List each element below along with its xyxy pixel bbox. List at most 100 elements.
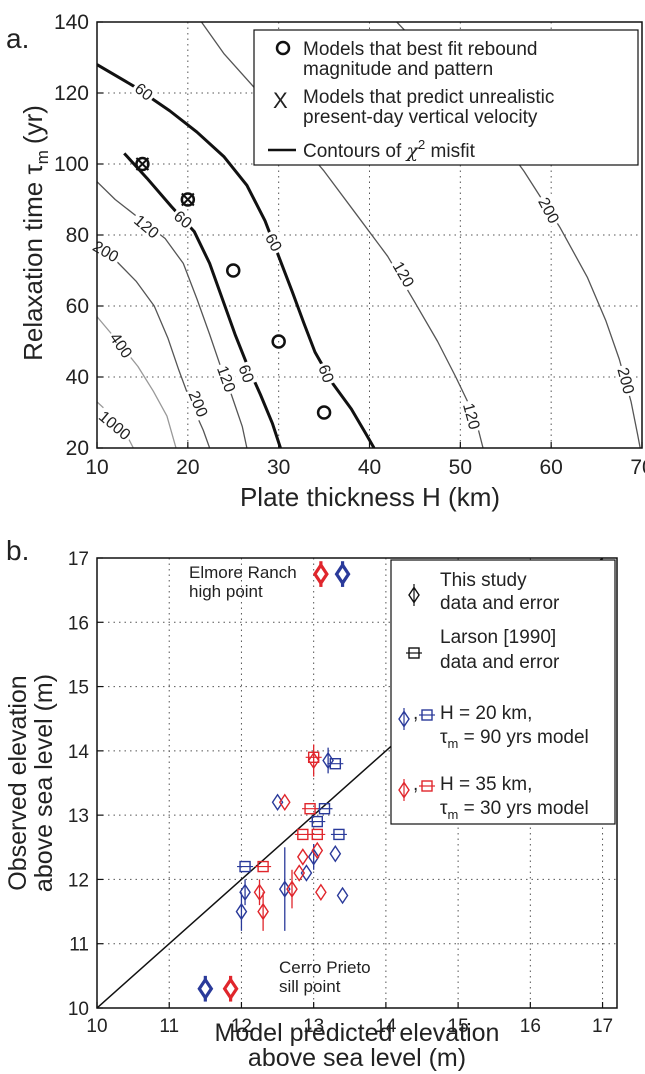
tick-label-y: 14 bbox=[68, 742, 90, 763]
panel-a-xlabel: Plate thickness H (km) bbox=[240, 482, 500, 512]
legend-red-comma: , bbox=[413, 774, 418, 795]
contour-label-bg bbox=[534, 192, 565, 229]
tick-label-x: 15 bbox=[448, 1016, 469, 1037]
panel-a-model-points bbox=[135, 156, 332, 420]
contour-label: 200 bbox=[613, 366, 636, 396]
tick-label-x: 14 bbox=[375, 1016, 397, 1037]
legend-blue-line2: τm = 90 yrs model bbox=[440, 727, 589, 751]
best-fit-model-circle bbox=[180, 192, 196, 207]
study-diamond-blue bbox=[235, 902, 248, 921]
legend-blue-diamond bbox=[398, 710, 410, 728]
legend-cross-line2: present-day vertical velocity bbox=[303, 107, 538, 128]
legend-larson-line1: Larson [1990] bbox=[440, 627, 556, 648]
tick-label-x: 17 bbox=[592, 1016, 613, 1037]
study-diamond-red bbox=[315, 883, 327, 902]
panel-b-data-points bbox=[197, 561, 351, 1002]
contour-label-bg bbox=[261, 228, 288, 257]
contour-label-bg bbox=[388, 256, 420, 292]
contour-line-200 bbox=[97, 241, 211, 448]
tick-label-x: 20 bbox=[176, 456, 199, 479]
annotation-elmore-line2: high point bbox=[189, 582, 263, 601]
study-diamond-blue bbox=[336, 886, 349, 905]
tick-label-x: 10 bbox=[85, 456, 108, 479]
contour-label: 60 bbox=[314, 363, 336, 386]
study-diamond-blue bbox=[329, 844, 342, 863]
tick-label-y: 15 bbox=[68, 678, 89, 699]
contour-label-bg bbox=[234, 360, 260, 387]
study-diamond-red bbox=[278, 793, 291, 812]
contour-label-group: 120 bbox=[459, 398, 485, 434]
contour-label-bg bbox=[130, 77, 159, 106]
tick-label-x: 12 bbox=[231, 1016, 252, 1037]
study-diamond-red bbox=[312, 562, 329, 586]
contour-label-group: 200 bbox=[613, 363, 640, 398]
study-diamond-blue bbox=[239, 883, 251, 902]
tick-label-y: 80 bbox=[66, 224, 89, 247]
panel-b-legend-symbols bbox=[398, 584, 435, 801]
contour-label-group: 60 bbox=[234, 360, 260, 387]
contour-label: 120 bbox=[213, 364, 238, 395]
best-fit-model-circle bbox=[226, 263, 241, 278]
legend-this-study-line2: data and error bbox=[440, 593, 560, 614]
legend-circle-line2: magnitude and pattern bbox=[303, 59, 493, 80]
tick-label-y: 13 bbox=[68, 806, 89, 827]
study-diamond-blue bbox=[322, 751, 334, 770]
study-diamond-red bbox=[222, 976, 239, 1001]
study-diamond-red bbox=[296, 848, 309, 866]
contour-line-60 bbox=[97, 63, 376, 448]
panel-a-ylabel: Relaxation time τm(yr) bbox=[18, 105, 52, 361]
legend-circle-marker bbox=[275, 40, 291, 56]
contour-label-bg bbox=[94, 405, 137, 445]
study-diamond-blue bbox=[197, 976, 214, 1001]
legend-cross-line1: Models that predict unrealistic bbox=[303, 87, 554, 108]
panel-b-ylabel-line1: Observed elevation bbox=[4, 675, 32, 890]
tick-label-y: 16 bbox=[68, 613, 89, 634]
tick-label-x: 13 bbox=[303, 1016, 324, 1037]
legend-blue-comma: , bbox=[413, 703, 418, 724]
tick-label-x: 10 bbox=[86, 1016, 107, 1037]
tick-label-y: 12 bbox=[68, 870, 89, 891]
legend-circle-line1: Models that best fit rebound bbox=[303, 39, 537, 60]
panel-b-xlabel-line1: Model predicted elevation bbox=[215, 1019, 500, 1047]
tick-label-x: 40 bbox=[358, 456, 381, 479]
tick-label-y: 20 bbox=[66, 437, 89, 460]
best-fit-model-circle bbox=[135, 156, 150, 172]
tick-label-y: 17 bbox=[68, 549, 89, 570]
tick-label-x: 50 bbox=[449, 456, 472, 479]
tick-label-y: 10 bbox=[68, 999, 89, 1020]
legend-red-line1: H = 35 km, bbox=[440, 774, 532, 795]
unrealistic-model-cross bbox=[181, 192, 195, 207]
contour-label-group: 1000 bbox=[94, 405, 137, 445]
study-diamond-red bbox=[286, 880, 298, 898]
contour-label-group: 200 bbox=[184, 385, 213, 422]
legend-this-study-diamond bbox=[408, 586, 420, 604]
study-diamond-blue bbox=[300, 864, 313, 882]
contour-label: 60 bbox=[261, 231, 284, 255]
best-fit-model-circle bbox=[316, 405, 332, 420]
unrealistic-model-cross bbox=[135, 157, 150, 171]
tick-label-x: 30 bbox=[267, 456, 290, 479]
panel-b-grid bbox=[97, 558, 617, 1008]
contour-label-bg bbox=[613, 363, 640, 398]
legend-line-label: Contours of χ2 misfit bbox=[303, 137, 476, 162]
study-diamond-red bbox=[307, 751, 320, 770]
contour-label-bg bbox=[105, 327, 138, 363]
legend-blue-line1: H = 20 km, bbox=[440, 703, 532, 724]
contour-label: 120 bbox=[459, 401, 482, 431]
contour-line-60 bbox=[123, 152, 282, 448]
annotation-cerro-line2: sill point bbox=[279, 977, 341, 996]
panel-b-ylabel-line2: above sea level (m) bbox=[30, 674, 58, 892]
contour-label-bg bbox=[314, 360, 340, 387]
contour-label-group: 200 bbox=[534, 192, 565, 229]
tick-label-y: 60 bbox=[66, 295, 89, 318]
legend-red-diamond bbox=[398, 781, 410, 799]
panel-b-ticks: 10 11 12 13 14 15 16 17 10 11 12 13 14 15 16 17 bbox=[68, 549, 613, 1037]
contour-label-bg bbox=[459, 398, 485, 434]
tick-label-y: 120 bbox=[54, 82, 89, 105]
tick-label-y: 100 bbox=[54, 153, 89, 176]
tick-label-x: 16 bbox=[520, 1016, 541, 1037]
tick-label-x: 60 bbox=[539, 456, 562, 479]
contour-label-bg bbox=[184, 385, 213, 422]
